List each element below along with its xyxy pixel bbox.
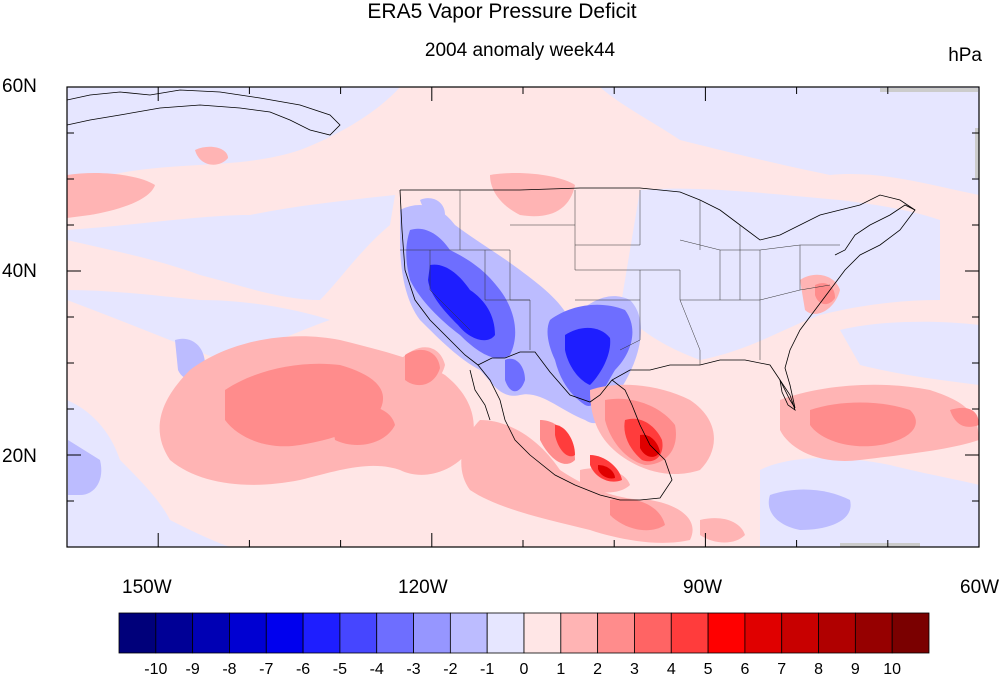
colorbar-label: 2 [593, 661, 603, 678]
nodata-strip-bottom [840, 543, 920, 547]
axis-ticks [66, 86, 980, 548]
lon-label-60w: 60W [960, 577, 1000, 598]
colorbar-swatch [634, 612, 672, 654]
anomaly-field [67, 87, 979, 547]
colorbar-label: -10 [144, 661, 168, 678]
colorbar-swatch [560, 612, 599, 654]
colorbar [118, 612, 930, 654]
colorbar-swatch [302, 612, 341, 654]
colorbar-label: -6 [295, 661, 311, 678]
colorbar-swatch [523, 612, 562, 654]
colorbar-label: 8 [814, 661, 823, 678]
lat-label-60n: 60N [2, 76, 37, 97]
state-borders [400, 190, 840, 365]
colorbar-label: 0 [519, 661, 529, 678]
lat-label-20n: 20N [2, 446, 37, 467]
colorbar-label: -4 [369, 661, 384, 678]
lon-label-150w: 150W [122, 577, 172, 598]
colorbar-swatch [854, 612, 893, 654]
colorbar-swatch [155, 612, 194, 654]
colorbar-label: -9 [185, 661, 200, 678]
colorbar-label: 6 [740, 661, 750, 678]
units-label: hPa [948, 45, 982, 66]
colorbar-label: 1 [556, 661, 566, 678]
colorbar-swatch [486, 612, 525, 654]
colorbar-swatch [192, 612, 230, 654]
colorbar-swatch [118, 612, 157, 654]
colorbar-swatch [744, 612, 783, 654]
colorbar-label: 7 [777, 661, 787, 678]
colorbar-swatch [781, 612, 819, 654]
colorbar-label: -2 [443, 661, 458, 678]
colorbar-label: -5 [332, 661, 348, 678]
map-title: ERA5 Vapor Pressure Deficit [367, 0, 637, 23]
colorbar-swatch [413, 612, 451, 654]
colorbar-swatch [339, 612, 378, 654]
lon-label-120w: 120W [398, 577, 448, 598]
colorbar-label: -1 [480, 661, 495, 678]
colorbar-swatch [707, 612, 746, 654]
nodata-strip-right [975, 128, 979, 178]
colorbar-swatch [265, 612, 304, 654]
field-max-positive [598, 434, 660, 479]
nodata-strip-top [880, 88, 978, 92]
colorbar-label: 9 [850, 661, 860, 678]
colorbar-label: -3 [406, 661, 421, 678]
colorbar-label: -7 [259, 661, 274, 678]
colorbar-label: 5 [703, 661, 713, 678]
colorbar-swatch [670, 612, 709, 654]
map-subtitle: 2004 anomaly week44 [424, 40, 616, 61]
colorbar-swatch [597, 612, 635, 654]
colorbar-swatch [891, 612, 930, 654]
florida-outline [779, 379, 796, 412]
colorbar-swatch [376, 612, 414, 654]
field-deep-negative [428, 264, 611, 385]
colorbar-swatch [818, 612, 856, 654]
colorbar-label: 4 [666, 661, 676, 678]
colorbar-label: 10 [883, 661, 902, 678]
colorbar-swatch [229, 612, 267, 654]
coastlines [67, 89, 916, 501]
lat-label-40n: 40N [2, 261, 37, 282]
colorbar-swatch [449, 612, 488, 654]
lon-label-90w: 90W [683, 577, 723, 598]
colorbar-label: -8 [222, 661, 237, 678]
colorbar-label: 3 [630, 661, 639, 678]
